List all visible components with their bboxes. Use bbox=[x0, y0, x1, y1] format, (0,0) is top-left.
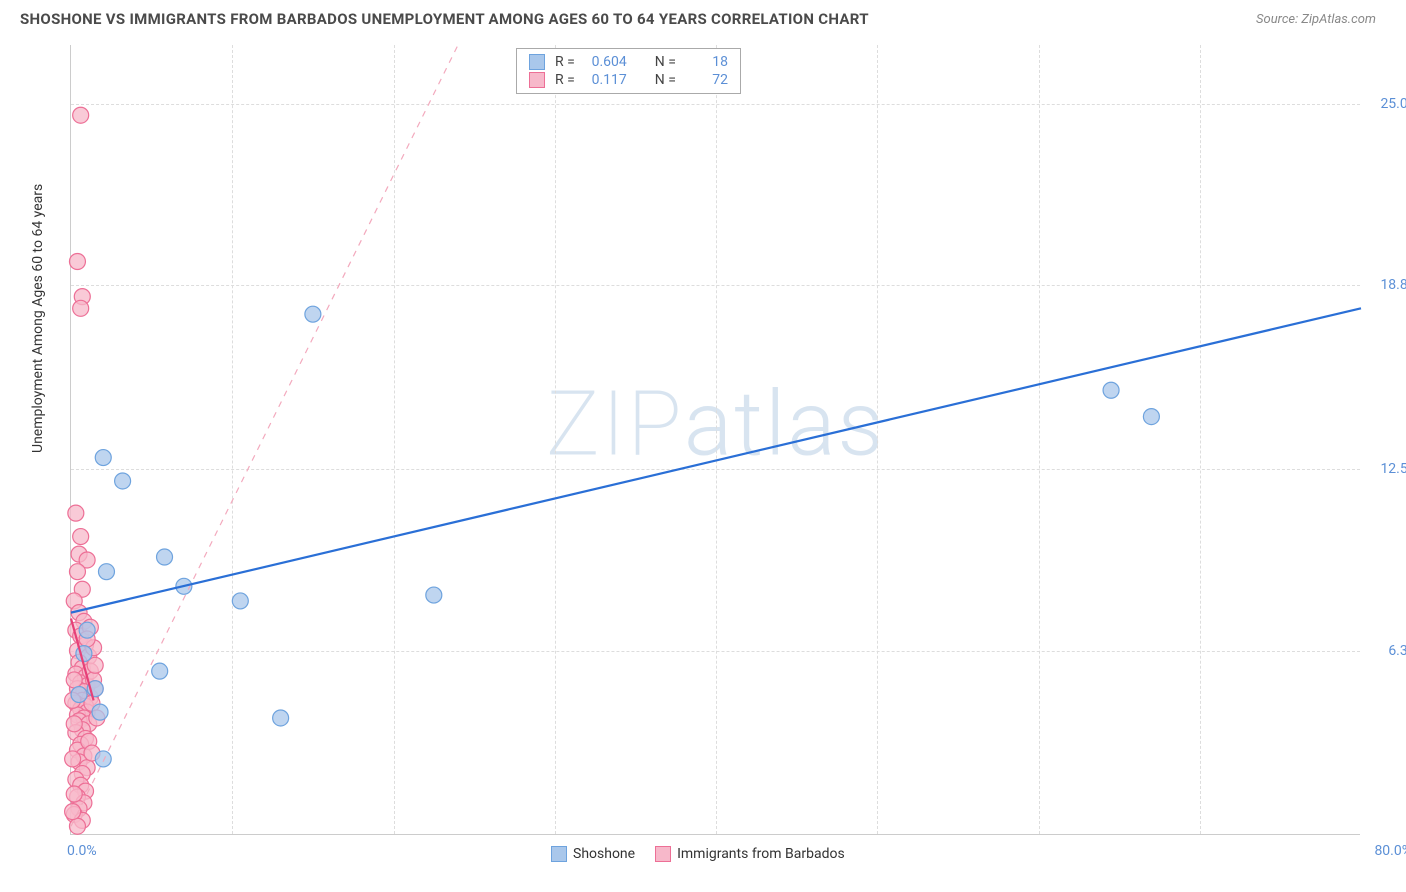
legend-label: Immigrants from Barbados bbox=[677, 846, 845, 862]
legend-stats-row: R = 0.604 N = 18 bbox=[529, 53, 728, 71]
data-point bbox=[66, 716, 82, 732]
data-point bbox=[79, 622, 95, 638]
data-point bbox=[305, 306, 321, 322]
legend-item-shoshone: Shoshone bbox=[551, 846, 635, 862]
data-point bbox=[115, 473, 131, 489]
data-point bbox=[71, 687, 87, 703]
data-point bbox=[73, 107, 89, 123]
trend-line bbox=[71, 308, 1361, 612]
y-tick-label: 25.0% bbox=[1380, 96, 1406, 112]
legend-n-label: N = bbox=[655, 72, 676, 88]
chart-container: Unemployment Among Ages 60 to 64 years Z… bbox=[50, 45, 1380, 865]
chart-title: SHOSHONE VS IMMIGRANTS FROM BARBADOS UNE… bbox=[20, 10, 869, 28]
y-tick-label: 18.8% bbox=[1380, 277, 1406, 293]
data-point bbox=[152, 663, 168, 679]
x-tick-max: 80.0% bbox=[1374, 843, 1406, 859]
y-tick-label: 12.5% bbox=[1380, 461, 1406, 477]
legend-n-value: 72 bbox=[686, 72, 728, 88]
data-point bbox=[95, 751, 111, 767]
data-point bbox=[73, 300, 89, 316]
data-point bbox=[273, 710, 289, 726]
legend-swatch-shoshone bbox=[529, 54, 545, 70]
trend-line bbox=[71, 45, 458, 826]
legend-label: Shoshone bbox=[573, 846, 635, 862]
x-tick-min: 0.0% bbox=[67, 843, 97, 859]
legend-series: Shoshone Immigrants from Barbados bbox=[551, 846, 845, 862]
legend-item-barbados: Immigrants from Barbados bbox=[655, 846, 845, 862]
legend-stats-row: R = 0.117 N = 72 bbox=[529, 71, 728, 89]
data-point bbox=[1103, 382, 1119, 398]
y-tick-label: 6.3% bbox=[1388, 643, 1406, 659]
data-point bbox=[69, 254, 85, 270]
data-point bbox=[1143, 409, 1159, 425]
legend-r-label: R = bbox=[555, 54, 575, 70]
legend-n-value: 18 bbox=[686, 54, 728, 70]
data-point bbox=[66, 786, 82, 802]
data-point bbox=[66, 672, 82, 688]
legend-swatch-barbados bbox=[529, 72, 545, 88]
legend-stats: R = 0.604 N = 18 R = 0.117 N = 72 bbox=[516, 48, 741, 94]
legend-n-label: N = bbox=[655, 54, 676, 70]
data-point bbox=[426, 587, 442, 603]
plot-area: ZIPatlas 6.3%12.5%18.8%25.0% R = 0.604 N… bbox=[70, 45, 1360, 835]
legend-r-label: R = bbox=[555, 72, 575, 88]
data-point bbox=[68, 505, 84, 521]
data-point bbox=[157, 549, 173, 565]
legend-r-value: 0.604 bbox=[585, 54, 627, 70]
source-attribution: Source: ZipAtlas.com bbox=[1256, 12, 1376, 27]
legend-swatch-shoshone bbox=[551, 846, 567, 862]
data-point bbox=[92, 704, 108, 720]
data-point bbox=[69, 564, 85, 580]
data-point bbox=[98, 564, 114, 580]
data-point bbox=[73, 529, 89, 545]
legend-swatch-barbados bbox=[655, 846, 671, 862]
data-point bbox=[65, 751, 81, 767]
legend-r-value: 0.117 bbox=[585, 72, 627, 88]
data-point bbox=[69, 818, 85, 834]
data-point bbox=[95, 450, 111, 466]
y-axis-label: Unemployment Among Ages 60 to 64 years bbox=[30, 184, 46, 453]
data-point bbox=[232, 593, 248, 609]
scatter-plot-svg bbox=[71, 45, 1360, 834]
